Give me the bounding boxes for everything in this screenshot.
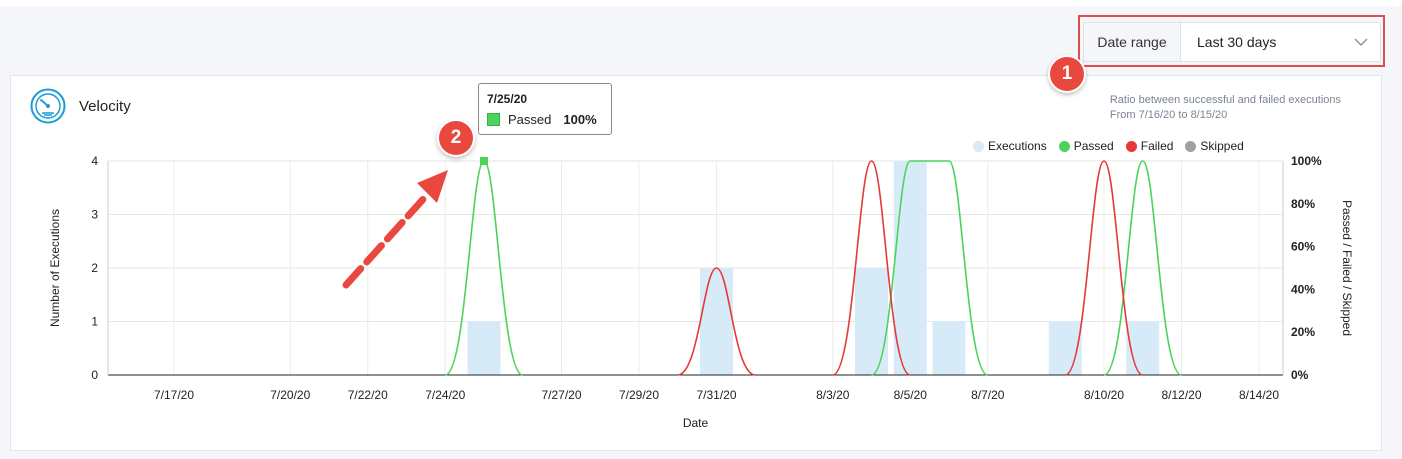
y-tick-label: 4 <box>91 154 98 168</box>
legend-label: Executions <box>988 139 1047 153</box>
velocity-card: Velocity Ratio between successful and fa… <box>10 75 1382 451</box>
y2-tick-label: 0% <box>1291 368 1309 382</box>
callout-badge-1: 1 <box>1048 55 1086 93</box>
date-range-control: Date range Last 30 days <box>1083 22 1381 62</box>
legend-dot-icon <box>1058 140 1070 152</box>
x-tick-label: 7/22/20 <box>348 388 388 402</box>
subtitle-line-1: Ratio between successful and failed exec… <box>1109 94 1341 106</box>
hover-marker <box>480 157 488 165</box>
callout-badge-2: 2 <box>437 119 475 157</box>
series-line-failed <box>677 267 756 376</box>
legend-label: Passed <box>1073 139 1114 153</box>
tooltip-series: Passed <box>508 112 552 127</box>
y2-tick-label: 80% <box>1291 197 1315 211</box>
legend-dot-icon <box>1185 140 1197 152</box>
x-tick-label: 8/12/20 <box>1161 388 1201 402</box>
executions-bar <box>932 321 966 375</box>
executions-bar <box>700 268 733 375</box>
y2-tick-label: 100% <box>1291 154 1322 168</box>
series-line-failed <box>832 160 911 376</box>
x-tick-label: 7/27/20 <box>541 388 581 402</box>
y-tick-label: 0 <box>91 368 98 382</box>
y2-tick-label: 20% <box>1291 325 1315 339</box>
y-tick-label: 2 <box>91 261 98 275</box>
chart-legend: Executions Passed Failed Skipped <box>973 139 1244 153</box>
legend-dot-icon <box>973 140 984 152</box>
y-axis-title: Number of Executions <box>48 209 62 327</box>
chart-subtitle: Ratio between successful and failed exec… <box>1110 93 1341 123</box>
chart-tooltip: 7/25/20 Passed 100% <box>478 83 612 135</box>
date-range-select[interactable]: Last 30 days <box>1181 23 1380 61</box>
tooltip-swatch-icon <box>487 113 500 126</box>
executions-bar <box>1048 321 1082 375</box>
executions-bar <box>855 268 888 375</box>
legend-dot-icon <box>1125 140 1137 152</box>
x-tick-label: 7/29/20 <box>619 388 659 402</box>
y-tick-label: 1 <box>91 315 98 329</box>
chevron-down-icon <box>1354 38 1368 47</box>
tooltip-value: 100% <box>563 112 597 127</box>
x-tick-label: 8/10/20 <box>1084 388 1124 402</box>
y2-axis-title: Passed / Failed / Skipped <box>1340 200 1354 336</box>
tooltip-date: 7/25/20 <box>487 92 528 106</box>
x-tick-label: 7/17/20 <box>154 388 194 402</box>
subtitle-line-2: From 7/16/20 to 8/15/20 <box>1109 109 1228 121</box>
x-axis-title: Date <box>683 416 709 430</box>
tooltip-row: Passed 100% <box>487 112 603 127</box>
speedometer-icon <box>30 88 66 124</box>
legend-label: Failed <box>1140 139 1174 153</box>
y2-tick-label: 60% <box>1291 240 1315 254</box>
x-tick-label: 8/14/20 <box>1239 388 1279 402</box>
series-line-passed <box>871 160 989 376</box>
top-band <box>0 0 1402 6</box>
series-line-failed <box>1064 160 1144 376</box>
legend-item-executions[interactable]: Executions <box>973 139 1047 153</box>
executions-bar <box>467 321 501 375</box>
card-title: Velocity <box>79 98 131 115</box>
x-tick-label: 8/3/20 <box>816 388 850 402</box>
legend-item-skipped[interactable]: Skipped <box>1185 139 1244 153</box>
x-tick-label: 7/24/20 <box>425 388 465 402</box>
executions-bar <box>1126 321 1160 375</box>
y2-tick-label: 40% <box>1291 282 1315 296</box>
x-tick-label: 7/31/20 <box>696 388 736 402</box>
executions-bar <box>893 161 927 375</box>
legend-item-failed[interactable]: Failed <box>1125 139 1174 153</box>
legend-label: Skipped <box>1200 139 1244 153</box>
date-range-label: Date range <box>1084 23 1181 61</box>
y-tick-label: 3 <box>91 208 98 222</box>
x-tick-label: 8/5/20 <box>894 388 928 402</box>
x-tick-label: 8/7/20 <box>971 388 1005 402</box>
x-tick-label: 7/20/20 <box>270 388 310 402</box>
date-range-highlight-box <box>1078 15 1385 67</box>
series-line-passed <box>1103 160 1182 376</box>
legend-item-passed[interactable]: Passed <box>1058 139 1114 153</box>
date-range-value: Last 30 days <box>1197 34 1277 50</box>
